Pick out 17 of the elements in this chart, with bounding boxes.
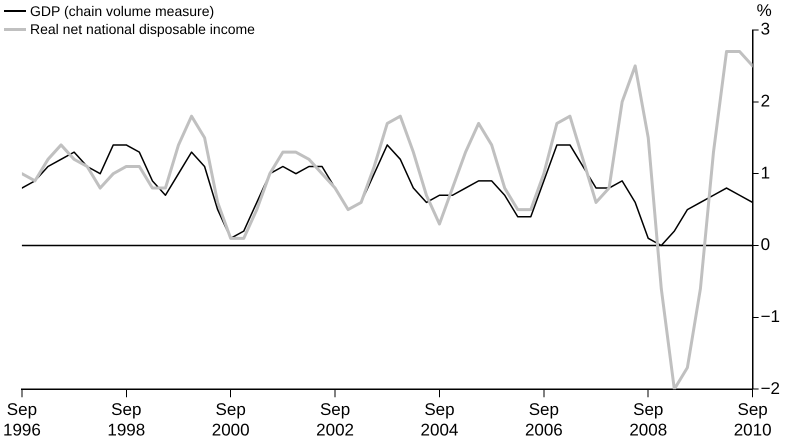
y-tick-label: 3 <box>760 20 770 39</box>
x-tick-label: Sep 2004 <box>420 400 458 440</box>
legend-label: Real net national disposable income <box>30 20 255 38</box>
x-tick-label: Sep 1996 <box>2 400 41 440</box>
x-tick-label: Sep 1998 <box>107 400 146 440</box>
x-tick-label: Sep 2006 <box>524 400 563 440</box>
y-tick-label: 1 <box>760 163 770 182</box>
y-tick-label: −1 <box>760 307 780 326</box>
y-axis-title: % <box>756 1 772 20</box>
y-tick-label: −2 <box>760 378 780 398</box>
x-tick-label: Sep 2010 <box>734 400 772 440</box>
y-tick-label: 2 <box>760 92 770 111</box>
x-tick-label: Sep 2008 <box>629 400 668 440</box>
legend-label: GDP (chain volume measure) <box>30 2 214 20</box>
y-tick-label: 0 <box>760 235 770 254</box>
x-tick-label: Sep 2002 <box>316 400 354 440</box>
x-tick-label: Sep 2000 <box>212 400 250 440</box>
